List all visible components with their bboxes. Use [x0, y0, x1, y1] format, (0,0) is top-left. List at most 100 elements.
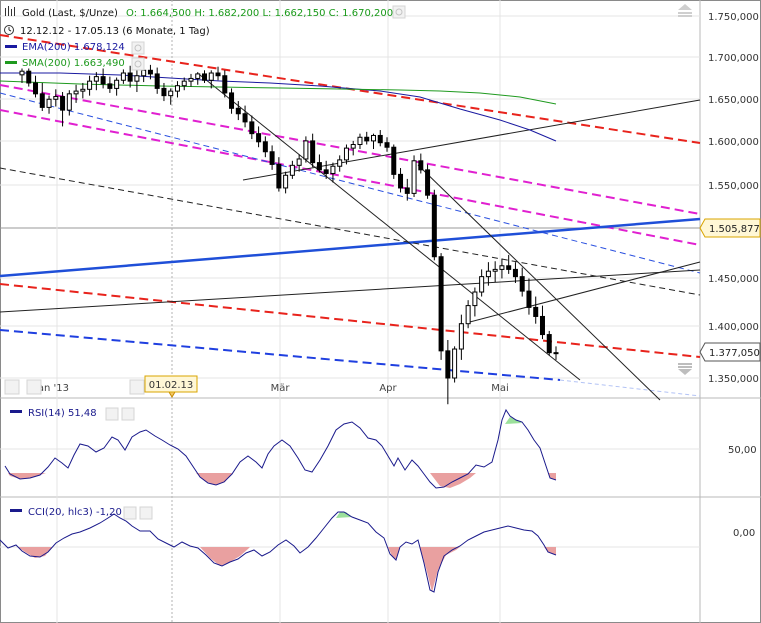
candle [330, 162, 336, 183]
trend-lines [0, 34, 701, 397]
candle [66, 90, 72, 116]
candle [431, 189, 437, 261]
svg-text:1.377,050: 1.377,050 [709, 348, 760, 359]
scroll-down-icon[interactable] [678, 363, 692, 375]
price-label: 1.650,000 [708, 95, 759, 106]
candle-body-up [452, 348, 458, 379]
chart-type-icon [5, 6, 15, 16]
settings-icon[interactable] [131, 57, 145, 71]
candle-body-up [289, 164, 295, 176]
candle-body-down [215, 72, 221, 77]
candle [512, 262, 518, 283]
price-label: 1.400,000 [708, 322, 759, 333]
candle [256, 126, 262, 148]
candle [343, 144, 349, 165]
price-label: 1.600,000 [708, 137, 759, 148]
rsi-color-swatch [10, 410, 22, 413]
candle [161, 82, 167, 102]
candle [127, 65, 133, 88]
candle [283, 171, 289, 194]
pane-toolbar[interactable] [4, 379, 145, 395]
candle [249, 115, 255, 140]
sma-200-line [0, 80, 557, 105]
cci-pane: CCI(20, hlc3) -1,20 0,00 [0, 506, 755, 593]
candle [370, 133, 376, 150]
rsi-label: RSI(14) 51,48 [28, 408, 97, 419]
candle-body-up [370, 134, 376, 142]
candle [303, 136, 309, 163]
candle-body-down [364, 136, 370, 142]
candle-body-up [181, 80, 187, 87]
thin-blue-dashed-line [0, 92, 701, 274]
settings-icon[interactable] [105, 407, 119, 421]
cci-axis-label: 0,00 [733, 528, 755, 539]
candle [398, 168, 404, 193]
candle [377, 130, 383, 147]
candle [323, 160, 329, 179]
price-tag-2: 1.377,050 [699, 342, 761, 362]
candle [458, 314, 464, 360]
cci-positive-fill [336, 512, 352, 518]
price-label: 1.550,000 [708, 181, 759, 192]
candle [357, 133, 363, 150]
candle-body-up [350, 144, 356, 149]
price-axis: 1.750,000 1.700,000 1.650,000 1.600,000 … [708, 12, 759, 385]
candle-body-down [526, 290, 532, 308]
candle-body-down [276, 163, 282, 189]
candle [73, 84, 79, 103]
scroll-up-icon[interactable] [678, 4, 692, 17]
candle [215, 66, 221, 81]
candle-body-up [19, 70, 25, 76]
settings-icon[interactable] [121, 407, 135, 421]
settings-icon[interactable] [131, 41, 145, 55]
candle [60, 92, 66, 127]
candle-body-up [283, 174, 289, 189]
candle-body-down [418, 160, 424, 171]
candle-body-down [512, 268, 518, 278]
candle-body-down [154, 73, 160, 89]
candle [208, 70, 214, 89]
black-line-downtrend-1 [199, 74, 581, 381]
candle-body-up [208, 72, 214, 81]
candle-body-down [242, 113, 248, 123]
candle-body-up [485, 270, 491, 278]
candle-body-down [553, 352, 559, 355]
candle-body-up [465, 305, 471, 325]
candle-body-up [411, 160, 417, 194]
x-label-apr: Apr [379, 383, 397, 394]
candle [350, 140, 356, 156]
candle [188, 73, 194, 87]
candle-body-up [46, 98, 52, 108]
black-line-bottom [0, 269, 701, 313]
candle-body-up [337, 159, 343, 167]
candle-body-down [316, 162, 322, 171]
candle [33, 75, 39, 98]
ema-200-line [0, 72, 557, 142]
candle [93, 72, 99, 91]
crosshair-date-label: 01.02.13 [149, 380, 194, 391]
candle [168, 88, 174, 105]
settings-icon[interactable] [392, 5, 406, 19]
candle-body-up [120, 72, 126, 81]
settings-icon[interactable] [123, 506, 137, 520]
candle-body-down [229, 92, 235, 109]
candle-body-down [398, 173, 404, 189]
candle-body-down [222, 75, 228, 94]
settings-icon[interactable] [139, 506, 153, 520]
candle-body-down [438, 256, 444, 352]
candle [553, 346, 559, 360]
main-legend: Gold (Last, $/Unze) O: 1.664,500 H: 1.68… [4, 5, 406, 71]
candle [492, 261, 498, 283]
candle-body-down [533, 306, 539, 317]
candle [391, 144, 397, 179]
candle [181, 77, 187, 91]
candle-body-down [391, 146, 397, 175]
candle [310, 133, 316, 168]
legend-title: Gold (Last, $/Unze) [22, 8, 118, 19]
candle-body-down [539, 315, 545, 336]
crosshair-date-box [144, 375, 198, 393]
candle-body-down [445, 350, 451, 379]
thin-trend-lines [0, 74, 701, 401]
candle-body-down [323, 169, 329, 174]
